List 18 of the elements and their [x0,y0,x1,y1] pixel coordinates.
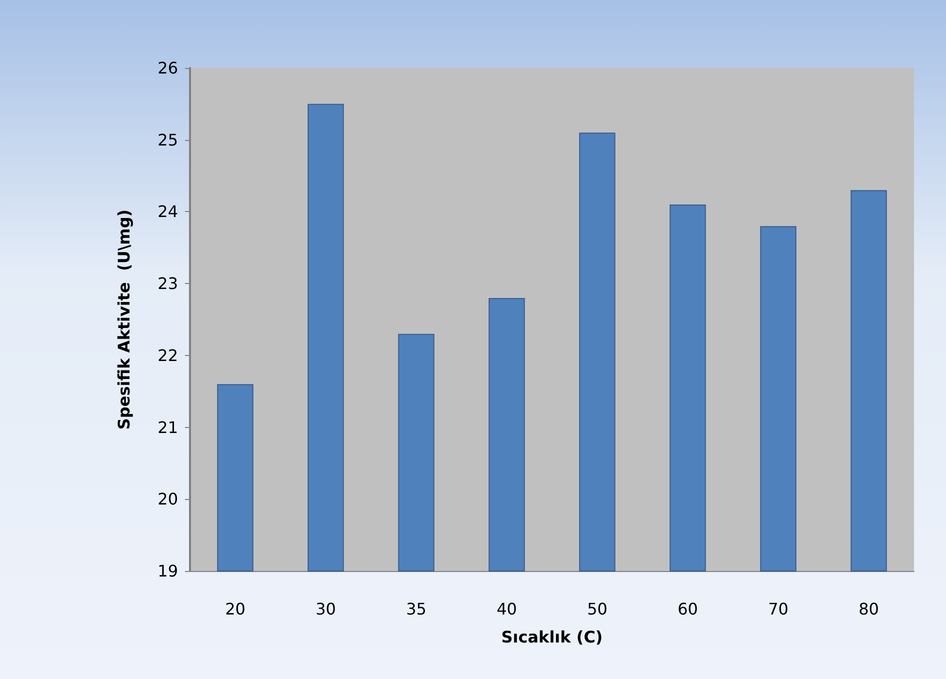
x-tick-label: 20 [225,600,246,618]
x-tick-label: 50 [587,600,608,618]
x-tick-label: 60 [678,600,698,618]
x-axis-title: Sıcaklık (C) [501,628,603,646]
x-tick-label: 70 [768,600,788,618]
y-tick-label: 20 [158,490,178,509]
y-tick-label: 22 [158,346,178,365]
y-tick-label: 26 [158,58,178,78]
x-tick-label: 30 [316,600,336,618]
y-tick-label: 21 [158,418,178,437]
x-tick-label: 80 [858,600,879,618]
x-tick-label: 35 [406,600,426,618]
y-tick-label: 19 [158,562,178,580]
y-tick-label: 24 [158,202,178,222]
y-axis-title: Spesifik Aktivite (U\mg) [114,209,134,430]
y-tick-label: 25 [158,130,178,150]
y-tick-label: 23 [158,274,178,294]
x-tick-label: 40 [496,600,517,618]
